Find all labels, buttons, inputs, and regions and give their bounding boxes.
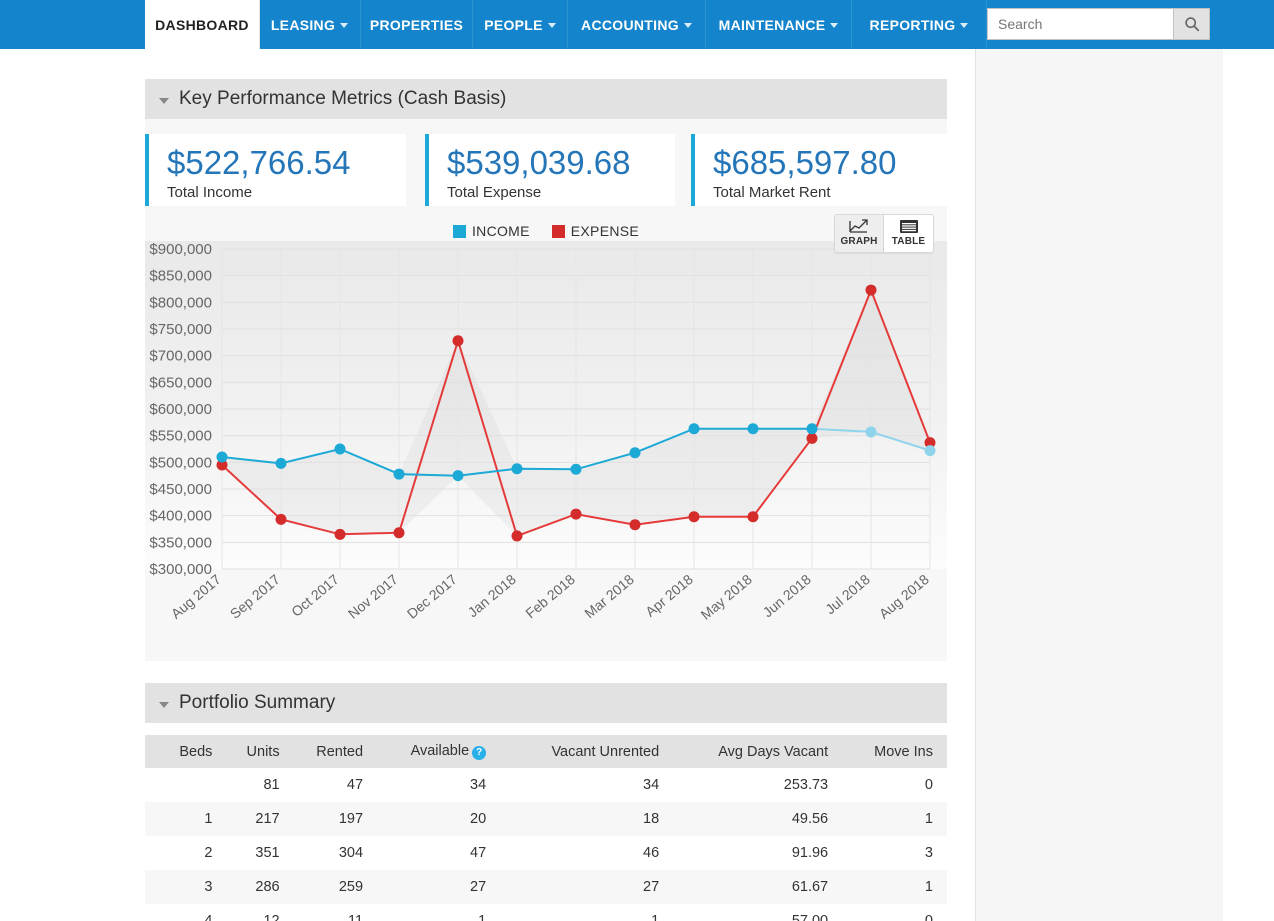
svg-text:Sep 2017: Sep 2017 bbox=[227, 571, 283, 622]
svg-text:$450,000: $450,000 bbox=[149, 481, 212, 498]
svg-text:$900,000: $900,000 bbox=[149, 241, 212, 258]
svg-text:$600,000: $600,000 bbox=[149, 401, 212, 418]
svg-text:Apr 2018: Apr 2018 bbox=[642, 571, 696, 620]
svg-text:$650,000: $650,000 bbox=[149, 374, 212, 391]
svg-text:$750,000: $750,000 bbox=[149, 321, 212, 338]
svg-text:Jan 2018: Jan 2018 bbox=[465, 571, 520, 620]
svg-text:$850,000: $850,000 bbox=[149, 268, 212, 285]
svg-text:Oct 2017: Oct 2017 bbox=[288, 571, 342, 620]
svg-text:Mar 2018: Mar 2018 bbox=[581, 571, 637, 621]
svg-text:$500,000: $500,000 bbox=[149, 454, 212, 471]
svg-text:Nov 2017: Nov 2017 bbox=[345, 571, 401, 622]
svg-text:Aug 2018: Aug 2018 bbox=[876, 571, 932, 622]
svg-text:$700,000: $700,000 bbox=[149, 348, 212, 365]
svg-text:Jul 2018: Jul 2018 bbox=[822, 571, 873, 617]
svg-text:$350,000: $350,000 bbox=[149, 534, 212, 551]
svg-text:Aug 2017: Aug 2017 bbox=[168, 571, 224, 622]
svg-text:$400,000: $400,000 bbox=[149, 508, 212, 525]
svg-text:Dec 2017: Dec 2017 bbox=[404, 571, 460, 622]
svg-text:Feb 2018: Feb 2018 bbox=[522, 571, 578, 621]
svg-text:$800,000: $800,000 bbox=[149, 294, 212, 311]
svg-text:$300,000: $300,000 bbox=[149, 561, 212, 578]
svg-text:Jun 2018: Jun 2018 bbox=[760, 571, 815, 620]
svg-text:$550,000: $550,000 bbox=[149, 428, 212, 445]
svg-text:May 2018: May 2018 bbox=[698, 571, 756, 623]
